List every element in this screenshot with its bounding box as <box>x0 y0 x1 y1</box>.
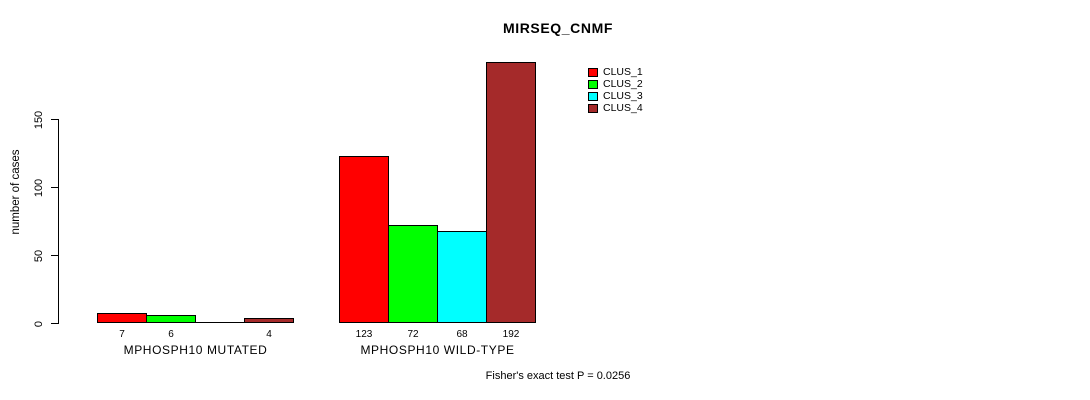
bar-value-label: 6 <box>168 329 174 340</box>
bar-clus_3-group1-zero <box>195 322 245 323</box>
legend-label: CLUS_2 <box>603 78 643 90</box>
bar-value-label: 7 <box>119 329 125 340</box>
legend-swatch-clus_2 <box>588 79 598 89</box>
legend-item: CLUS_2 <box>588 78 643 90</box>
legend-swatch-clus_1 <box>588 67 598 77</box>
y-axis-line <box>58 119 59 324</box>
y-tick-label: 0 <box>33 320 45 327</box>
legend-swatch-clus_3 <box>588 91 598 101</box>
annotation-text: Fisher's exact test P = 0.0256 <box>485 370 631 382</box>
x-category-label: MPHOSPH10 WILD-TYPE <box>360 343 515 357</box>
legend-swatch-clus_4 <box>588 103 598 113</box>
bar-value-label: 192 <box>502 329 520 340</box>
bar-clus_4-group1 <box>244 318 294 323</box>
legend-label: CLUS_3 <box>603 90 643 102</box>
bar-value-label: 72 <box>407 329 419 340</box>
legend-label: CLUS_1 <box>603 66 643 78</box>
y-axis-title: number of cases <box>10 149 22 235</box>
y-tick-label: 150 <box>33 110 45 129</box>
bar-value-label: 68 <box>456 329 468 340</box>
bar-clus_2-group1 <box>146 315 196 323</box>
legend-item: CLUS_1 <box>588 66 643 78</box>
y-tick-label: 50 <box>33 249 45 262</box>
bar-clus_2-group2 <box>388 225 438 323</box>
bar-clus_1-group2 <box>339 156 389 323</box>
bar-value-label: 4 <box>266 329 272 340</box>
y-tick <box>51 323 58 324</box>
y-tick-label: 100 <box>33 178 45 197</box>
x-category-label: MPHOSPH10 MUTATED <box>123 343 268 357</box>
bar-clus_4-group2 <box>486 62 536 323</box>
y-tick <box>51 255 58 256</box>
bar-value-label: 123 <box>355 329 373 340</box>
legend-label: CLUS_4 <box>603 102 643 114</box>
bar-clus_1-group1 <box>97 313 147 323</box>
chart-title: MIRSEQ_CNMF <box>502 20 614 36</box>
bar-clus_3-group2 <box>437 231 487 323</box>
legend-item: CLUS_3 <box>588 90 643 102</box>
legend-item: CLUS_4 <box>588 102 643 114</box>
y-tick <box>51 119 58 120</box>
y-tick <box>51 187 58 188</box>
